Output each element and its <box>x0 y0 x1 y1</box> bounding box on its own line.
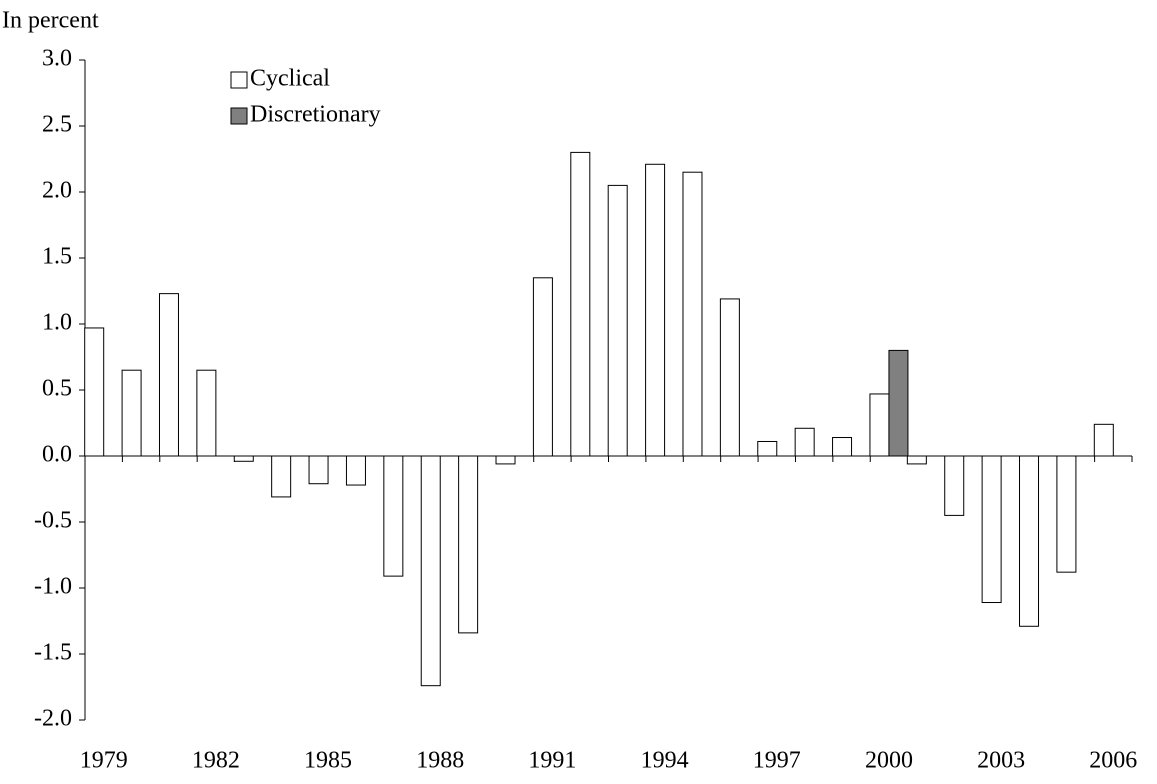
y-axis-label: In percent <box>2 8 99 34</box>
bar <box>495 455 516 465</box>
y-tick-label: -2.0 <box>34 706 72 732</box>
x-tick-label: 2006 <box>1089 748 1137 774</box>
x-tick-label: 1982 <box>192 748 240 774</box>
y-tick-label: -0.5 <box>34 508 72 534</box>
x-tick-label: 2000 <box>865 748 913 774</box>
x-tick-label: 1991 <box>528 748 576 774</box>
y-tick-label: 0.0 <box>42 442 72 468</box>
x-tick-label: 1979 <box>80 748 128 774</box>
bar <box>1056 455 1077 573</box>
bar <box>196 369 217 457</box>
legend-swatch <box>230 71 248 89</box>
y-tick-label: -1.5 <box>34 640 72 666</box>
y-tick-label: 2.0 <box>42 178 72 204</box>
bar <box>345 455 366 486</box>
bar <box>84 327 105 457</box>
bar <box>832 437 853 457</box>
x-tick-label: 1997 <box>753 748 801 774</box>
bar <box>308 455 329 485</box>
bar <box>682 171 703 457</box>
bar <box>458 455 479 634</box>
y-tick-label: 1.5 <box>42 244 72 270</box>
x-tick-label: 2003 <box>977 748 1025 774</box>
bar <box>888 349 909 457</box>
bar <box>1093 423 1114 457</box>
legend-swatch <box>230 107 248 125</box>
bar <box>271 455 292 498</box>
bar <box>607 184 628 457</box>
bar <box>719 298 740 457</box>
y-tick-label: 2.5 <box>42 112 72 138</box>
bar <box>1019 455 1040 627</box>
y-tick-label: 3.0 <box>42 46 72 72</box>
bar <box>981 455 1002 604</box>
bar <box>383 455 404 577</box>
x-tick-label: 1988 <box>416 748 464 774</box>
y-tick-label: 0.5 <box>42 376 72 402</box>
bar <box>906 455 927 465</box>
bar <box>121 369 142 457</box>
bar <box>570 151 591 457</box>
x-tick-label: 1985 <box>304 748 352 774</box>
bar <box>944 455 965 516</box>
legend-label: Cyclical <box>250 66 330 92</box>
bar <box>233 455 254 462</box>
y-tick-label: -1.0 <box>34 574 72 600</box>
bar <box>532 277 553 457</box>
legend-label: Discretionary <box>250 102 381 128</box>
y-tick-label: 1.0 <box>42 310 72 336</box>
x-tick-label: 1994 <box>641 748 689 774</box>
bar <box>158 293 179 457</box>
bar <box>645 163 666 457</box>
bar <box>757 440 778 457</box>
bar <box>420 455 441 687</box>
bar <box>869 393 890 457</box>
bar <box>794 427 815 457</box>
